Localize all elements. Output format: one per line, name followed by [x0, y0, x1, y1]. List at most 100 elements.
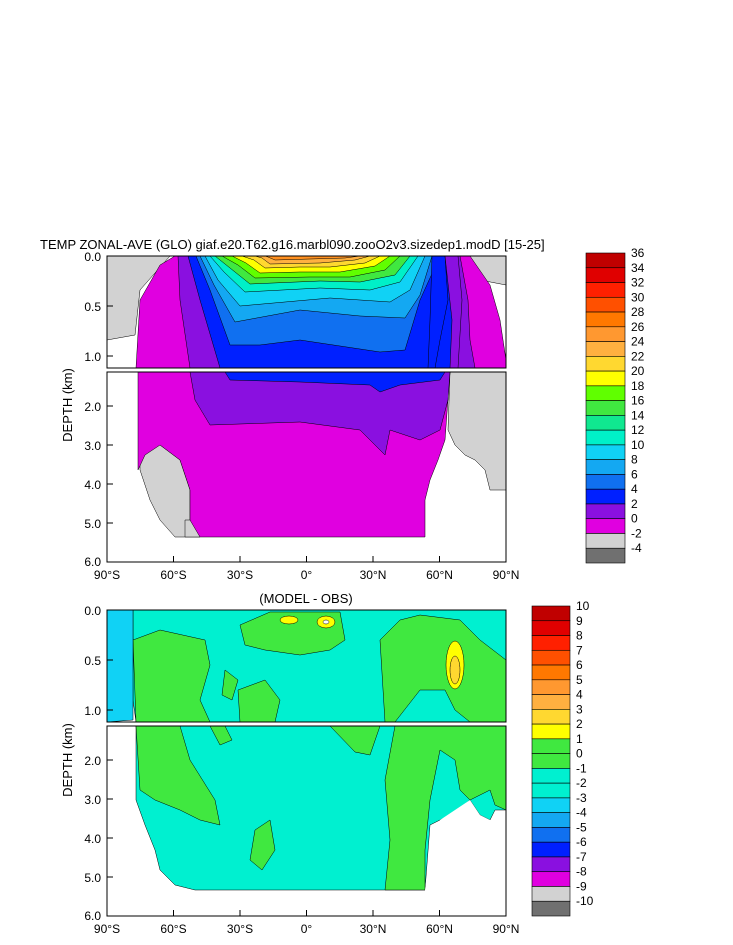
- temp-upper-field: [107, 256, 506, 368]
- colorbar-swatch: [531, 635, 571, 651]
- colorbar-swatch: [585, 429, 626, 446]
- colorbar-label: -1: [576, 761, 587, 775]
- colorbar-label: 12: [631, 423, 645, 437]
- colorbar-swatch: [531, 900, 571, 917]
- colorbar-label: -10: [576, 894, 594, 908]
- colorbar-swatch: [585, 518, 626, 534]
- colorbar-swatch: [531, 841, 571, 858]
- colorbar-swatch: [531, 768, 571, 784]
- diff-upper-frame: [106, 609, 507, 723]
- colorbar-label: 10: [631, 438, 645, 452]
- colorbar-swatch: [585, 341, 626, 357]
- diff-x-ticks: 90°S 60°S 30°S 0° 30°N 60°N 90°N: [94, 910, 519, 936]
- colorbar-label: 0: [576, 747, 583, 761]
- colorbar-swatch: [531, 649, 571, 666]
- diff-lower-field: [107, 726, 506, 916]
- diff-title: (MODEL - OBS): [259, 591, 352, 606]
- colorbar-label: 24: [631, 335, 645, 349]
- colorbar-label: 2: [576, 717, 583, 731]
- colorbar-label: 2: [631, 497, 638, 511]
- colorbar-swatch: [531, 812, 571, 828]
- temp-ytick-2: 1.0: [84, 350, 101, 364]
- temp-land-antarctica: [107, 256, 171, 341]
- colorbar-label: 22: [631, 349, 645, 363]
- diff-y-ticks: [107, 609, 113, 878]
- colorbar-label: 26: [631, 320, 645, 334]
- temp-x-ticks: 90°S 60°S 30°S 0° 30°N 60°N 90°N: [94, 556, 519, 582]
- temp-land-north-deep: [447, 372, 506, 491]
- colorbar-swatch: [531, 753, 571, 769]
- x-tick-label: 90°S: [94, 568, 120, 582]
- colorbar-swatch: [585, 533, 626, 549]
- colorbar-swatch: [531, 723, 571, 740]
- colorbar-swatch: [585, 444, 626, 460]
- colorbar-swatch: [585, 400, 626, 416]
- temp-ytick-1: 0.5: [84, 300, 101, 314]
- x-tick-label: 90°N: [493, 568, 520, 582]
- diff-ytick-6: 5.0: [84, 871, 101, 885]
- colorbar-swatch: [531, 797, 571, 813]
- x-tick-label: 90°N: [493, 922, 520, 936]
- x-tick-label: 60°S: [160, 922, 186, 936]
- colorbar-swatch: [585, 252, 626, 269]
- colorbar-label: 18: [631, 379, 645, 393]
- colorbar-label: 1: [576, 732, 583, 746]
- temp-panel: TEMP ZONAL-AVE (GLO) giaf.e20.T62.g16.ma…: [40, 237, 645, 582]
- colorbar-swatch: [585, 267, 626, 283]
- colorbar-swatch: [531, 782, 571, 799]
- colorbar-swatch: [531, 620, 571, 636]
- temp-ytick-5: 4.0: [84, 478, 101, 492]
- temp-title: TEMP ZONAL-AVE (GLO) giaf.e20.T62.g16.ma…: [40, 237, 545, 252]
- colorbar-label: -2: [576, 776, 587, 790]
- temp-y-ticks: [107, 255, 113, 524]
- temp-ytick-7: 6.0: [84, 555, 101, 569]
- colorbar-swatch: [531, 827, 571, 843]
- temp-ytick-4: 3.0: [84, 439, 101, 453]
- colorbar-swatch: [531, 886, 571, 902]
- colorbar-label: -4: [576, 806, 587, 820]
- colorbar-label: 30: [631, 290, 645, 304]
- colorbar-swatch: [585, 311, 626, 328]
- colorbar-swatch: [585, 356, 626, 372]
- colorbar-label: 34: [631, 261, 645, 275]
- colorbar-label: -5: [576, 820, 587, 834]
- diff-ytick-5: 4.0: [84, 832, 101, 846]
- colorbar-swatch: [531, 709, 571, 725]
- colorbar-swatch: [585, 370, 626, 387]
- colorbar-swatch: [585, 459, 626, 475]
- colorbar-swatch: [585, 326, 626, 342]
- colorbar-label: -4: [631, 541, 642, 555]
- colorbar-swatch: [585, 488, 626, 505]
- colorbar-swatch: [585, 282, 626, 298]
- colorbar-swatch: [585, 547, 626, 564]
- diff-ytick-7: 6.0: [84, 909, 101, 923]
- colorbar-label: 36: [631, 246, 645, 260]
- colorbar-swatch: [531, 694, 571, 710]
- temp-ytick-6: 5.0: [84, 517, 101, 531]
- diff-upper-field: [107, 610, 506, 722]
- colorbar-label: 3: [576, 702, 583, 716]
- colorbar-swatch: [585, 296, 626, 313]
- colorbar-swatch: [531, 738, 571, 754]
- diff-ytick-0: 0.0: [84, 604, 101, 618]
- colorbar-label: 4: [576, 688, 583, 702]
- colorbar-swatch: [531, 679, 571, 695]
- temp-upper-frame: [106, 255, 507, 369]
- colorbar-swatch: [585, 474, 626, 490]
- colorbar-label: 5: [576, 673, 583, 687]
- colorbar-label: 6: [576, 658, 583, 672]
- temp-ytick-3: 2.0: [84, 400, 101, 414]
- colorbar-swatch: [585, 385, 626, 401]
- colorbar-swatch: [585, 503, 626, 520]
- diff-ytick-3: 2.0: [84, 754, 101, 768]
- colorbar-swatch: [531, 664, 571, 681]
- temp-lower-field: [107, 372, 506, 562]
- x-tick-label: 90°S: [94, 922, 120, 936]
- colorbar-swatch: [585, 415, 626, 431]
- colorbar-label: -8: [576, 865, 587, 879]
- colorbar-label: 10: [576, 599, 590, 613]
- colorbar-label: 6: [631, 467, 638, 481]
